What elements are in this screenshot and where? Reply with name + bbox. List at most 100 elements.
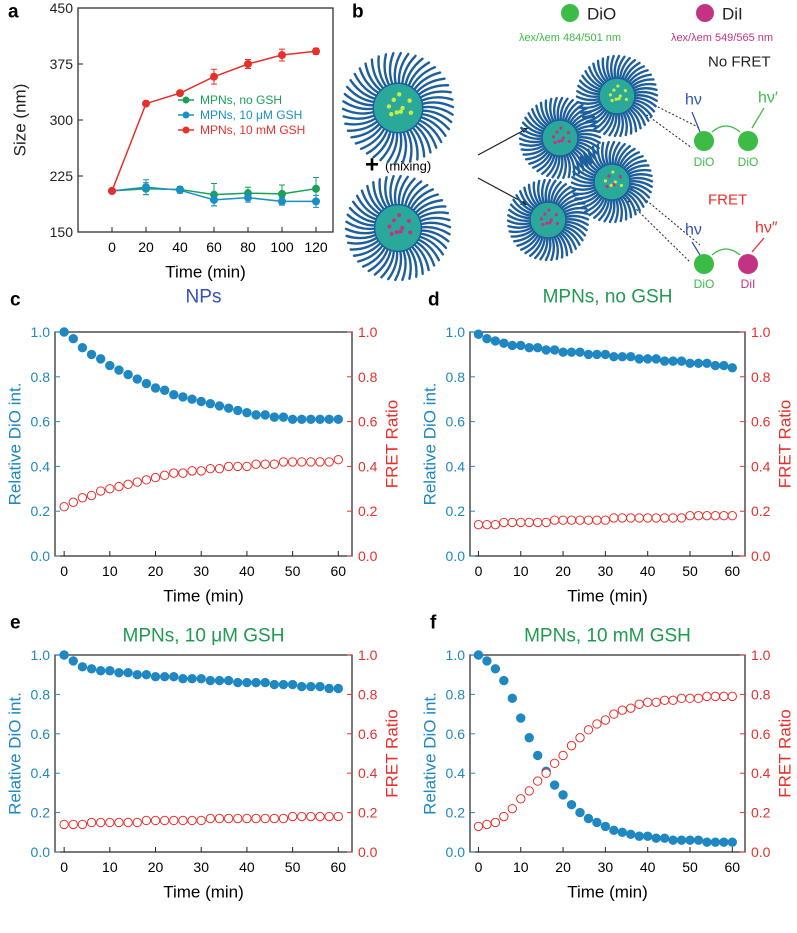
point [693, 510, 704, 521]
dio-label: DiO [587, 5, 616, 24]
point [333, 811, 343, 822]
point [178, 673, 188, 684]
point [150, 671, 161, 682]
point [490, 817, 501, 828]
dye [391, 97, 396, 103]
chart: c 0 10 20 30 40 50 60 0.0 0.2 0.4 0.6 0.8 1.0 0.0 0.2 0.… [6, 287, 402, 606]
y2-tick-label: 1.0 [358, 324, 378, 340]
point [617, 351, 628, 362]
plot-frame [54, 331, 353, 557]
point [575, 347, 585, 357]
point [651, 833, 661, 843]
dye [567, 139, 571, 144]
point [269, 813, 280, 824]
dye [406, 218, 412, 224]
y-tick-label: 300 [50, 112, 74, 128]
point [566, 740, 577, 751]
point [617, 513, 628, 523]
y-tick-label: 0.4 [31, 458, 51, 474]
legend-label: MPNs, 10 μM GSH [200, 108, 302, 122]
dye [616, 84, 620, 88]
y2-tick-label: 0.0 [358, 844, 378, 860]
dye [619, 183, 623, 188]
chart-title: NPs [186, 287, 222, 308]
point [685, 693, 695, 704]
x-axis-label: Time (min) [163, 883, 244, 902]
point [710, 510, 721, 521]
chart-title: MPNs, 10 μM GSH [123, 626, 285, 647]
dye [605, 184, 609, 189]
y-tick-label: 375 [50, 56, 74, 72]
dio-sphere [694, 254, 714, 274]
point [132, 670, 142, 680]
point [114, 481, 124, 492]
point [233, 405, 243, 416]
point [541, 345, 551, 355]
x-axis-label: Time (min) [567, 587, 648, 606]
point [95, 486, 106, 496]
y-tick-label: 0.2 [446, 503, 466, 519]
no-fret-label: No FRET [708, 54, 771, 71]
x-tick-label: 60 [206, 239, 222, 255]
point [132, 477, 142, 487]
dye [398, 229, 403, 234]
point [287, 414, 298, 425]
point [77, 819, 88, 830]
nanoparticle [341, 51, 455, 165]
x-tick-label: 30 [193, 563, 209, 579]
legend-label: MPNs, 10 mM GSH [200, 123, 305, 137]
dii-icon [696, 4, 714, 22]
core [372, 82, 424, 134]
point [507, 517, 518, 528]
point [324, 683, 334, 694]
dye [394, 230, 399, 235]
x-tick-label: 50 [285, 859, 301, 875]
point [583, 813, 594, 824]
donor-label: DiO [694, 155, 715, 169]
point [306, 457, 316, 467]
point [575, 807, 585, 818]
y2-axis-label: FRET Ratio [383, 400, 402, 489]
point [617, 827, 628, 837]
dye [618, 94, 622, 98]
panel-label: d [428, 290, 440, 311]
nanoparticle [570, 140, 654, 224]
x-tick-label: 60 [725, 859, 741, 875]
point [541, 517, 551, 528]
dio-spec: λex/λem 484/501 nm [519, 32, 621, 44]
x-tick-label: 120 [304, 239, 328, 255]
dye [397, 212, 402, 218]
point [169, 390, 179, 400]
x-tick-label: 50 [285, 563, 301, 579]
point [287, 811, 298, 822]
point [626, 829, 636, 839]
point [77, 493, 88, 503]
y2-tick-label: 0.4 [358, 458, 378, 474]
point [659, 695, 670, 706]
point [269, 459, 280, 469]
x-tick-label: 30 [598, 859, 614, 875]
polymer-chain [540, 178, 547, 207]
y2-tick-label: 0.6 [751, 414, 771, 430]
point [105, 360, 115, 371]
polymer-chain [618, 109, 625, 138]
hv-out: hν′ [758, 90, 778, 107]
point [617, 705, 628, 715]
y2-tick-label: 0.2 [751, 503, 771, 519]
dye [560, 139, 564, 143]
y-tick-label: 0.4 [31, 765, 51, 781]
y-axis-label: Relative DiO int. [421, 383, 440, 506]
point [516, 713, 526, 723]
y-tick-label: 0.2 [31, 503, 51, 519]
panel-label: c [10, 290, 21, 311]
x-tick-label: 20 [138, 239, 154, 255]
y-tick-label: 0.0 [446, 548, 466, 564]
point [651, 697, 661, 707]
dii-label: DiI [722, 5, 743, 24]
point [176, 186, 184, 195]
dio-sphere [738, 131, 758, 151]
point [532, 776, 543, 786]
y2-tick-label: 1.0 [358, 647, 378, 663]
point [260, 813, 270, 824]
